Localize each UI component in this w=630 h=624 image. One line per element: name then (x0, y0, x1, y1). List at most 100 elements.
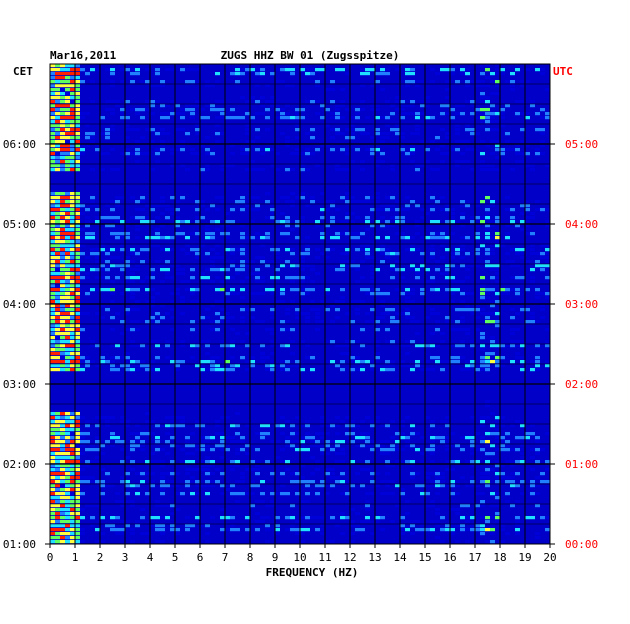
heatmap-cell (535, 252, 540, 256)
heatmap-cell (105, 420, 110, 424)
heatmap-cell (110, 248, 115, 252)
heatmap-cell (520, 256, 525, 260)
heatmap-cell (465, 364, 470, 368)
heatmap-cell (70, 228, 75, 232)
heatmap-cell (120, 460, 125, 464)
heatmap-cell (100, 132, 105, 136)
heatmap-cell (145, 216, 150, 220)
x-tick-label: 1 (72, 551, 79, 564)
heatmap-cell (300, 444, 305, 448)
heatmap-cell (320, 116, 325, 120)
heatmap-cell (250, 492, 255, 496)
heatmap-cell (60, 448, 65, 452)
heatmap-cell (280, 492, 285, 496)
heatmap-cell (70, 516, 75, 520)
heatmap-cell (55, 100, 60, 104)
heatmap-cell (320, 444, 325, 448)
heatmap-cell (80, 436, 85, 440)
heatmap-cell (205, 464, 210, 468)
heatmap-cell (330, 200, 335, 204)
heatmap-cell (170, 112, 175, 116)
heatmap-cell (60, 288, 65, 292)
heatmap-cell (480, 308, 485, 312)
heatmap-cell (425, 528, 430, 532)
heatmap-cell (425, 100, 430, 104)
heatmap-cell (435, 168, 440, 172)
heatmap-cell (325, 208, 330, 212)
heatmap-cell (465, 160, 470, 164)
heatmap-cell (240, 476, 245, 480)
heatmap-cell (410, 152, 415, 156)
heatmap-cell (395, 100, 400, 104)
heatmap-cell (410, 200, 415, 204)
heatmap-cell (310, 72, 315, 76)
heatmap-cell (135, 112, 140, 116)
heatmap-cell (215, 360, 220, 364)
heatmap-cell (485, 220, 490, 224)
heatmap-cell (205, 84, 210, 88)
heatmap-cell (65, 536, 70, 540)
heatmap-cell (100, 540, 105, 544)
heatmap-cell (445, 88, 450, 92)
heatmap-cell (440, 516, 445, 520)
heatmap-cell (390, 520, 395, 524)
heatmap-cell (55, 520, 60, 524)
heatmap-cell (330, 468, 335, 472)
heatmap-cell (290, 72, 295, 76)
heatmap-cell (80, 540, 85, 544)
heatmap-cell (540, 252, 545, 256)
heatmap-cell (190, 68, 195, 72)
heatmap-cell (75, 88, 80, 92)
heatmap-cell (75, 360, 80, 364)
heatmap-cell (470, 104, 475, 108)
heatmap-cell (375, 444, 380, 448)
heatmap-cell (465, 68, 470, 72)
heatmap-cell (135, 276, 140, 280)
heatmap-cell (110, 124, 115, 128)
heatmap-cell (65, 252, 70, 256)
heatmap-cell (235, 460, 240, 464)
heatmap-cell (60, 108, 65, 112)
heatmap-cell (405, 72, 410, 76)
heatmap-cell (405, 288, 410, 292)
heatmap-cell (355, 128, 360, 132)
heatmap-cell (110, 416, 115, 420)
heatmap-cell (505, 104, 510, 108)
heatmap-cell (65, 504, 70, 508)
heatmap-cell (125, 232, 130, 236)
heatmap-cell (545, 276, 550, 280)
heatmap-cell (435, 484, 440, 488)
heatmap-cell (315, 528, 320, 532)
heatmap-cell (375, 148, 380, 152)
heatmap-cell (285, 224, 290, 228)
heatmap-cell (445, 316, 450, 320)
heatmap-cell (125, 472, 130, 476)
heatmap-cell (100, 268, 105, 272)
heatmap-cell (175, 292, 180, 296)
heatmap-cell (325, 288, 330, 292)
heatmap-cell (60, 112, 65, 116)
heatmap-cell (55, 516, 60, 520)
heatmap-cell (50, 352, 55, 356)
heatmap-cell (205, 268, 210, 272)
heatmap-cell (335, 168, 340, 172)
heatmap-cell (175, 112, 180, 116)
heatmap-cell (490, 340, 495, 344)
heatmap-cell (85, 432, 90, 436)
heatmap-cell (305, 424, 310, 428)
heatmap-cell (70, 428, 75, 432)
heatmap-cell (60, 200, 65, 204)
heatmap-cell (470, 452, 475, 456)
heatmap-cell (60, 332, 65, 336)
heatmap-cell (60, 336, 65, 340)
heatmap-cell (65, 224, 70, 228)
heatmap-cell (175, 220, 180, 224)
heatmap-cell (460, 524, 465, 528)
right-tick-label: 02:00 (565, 378, 598, 391)
heatmap-cell (495, 244, 500, 248)
heatmap-cell (70, 420, 75, 424)
heatmap-cell (90, 132, 95, 136)
heatmap-cell (330, 424, 335, 428)
heatmap-cell (75, 500, 80, 504)
heatmap-cell (420, 492, 425, 496)
